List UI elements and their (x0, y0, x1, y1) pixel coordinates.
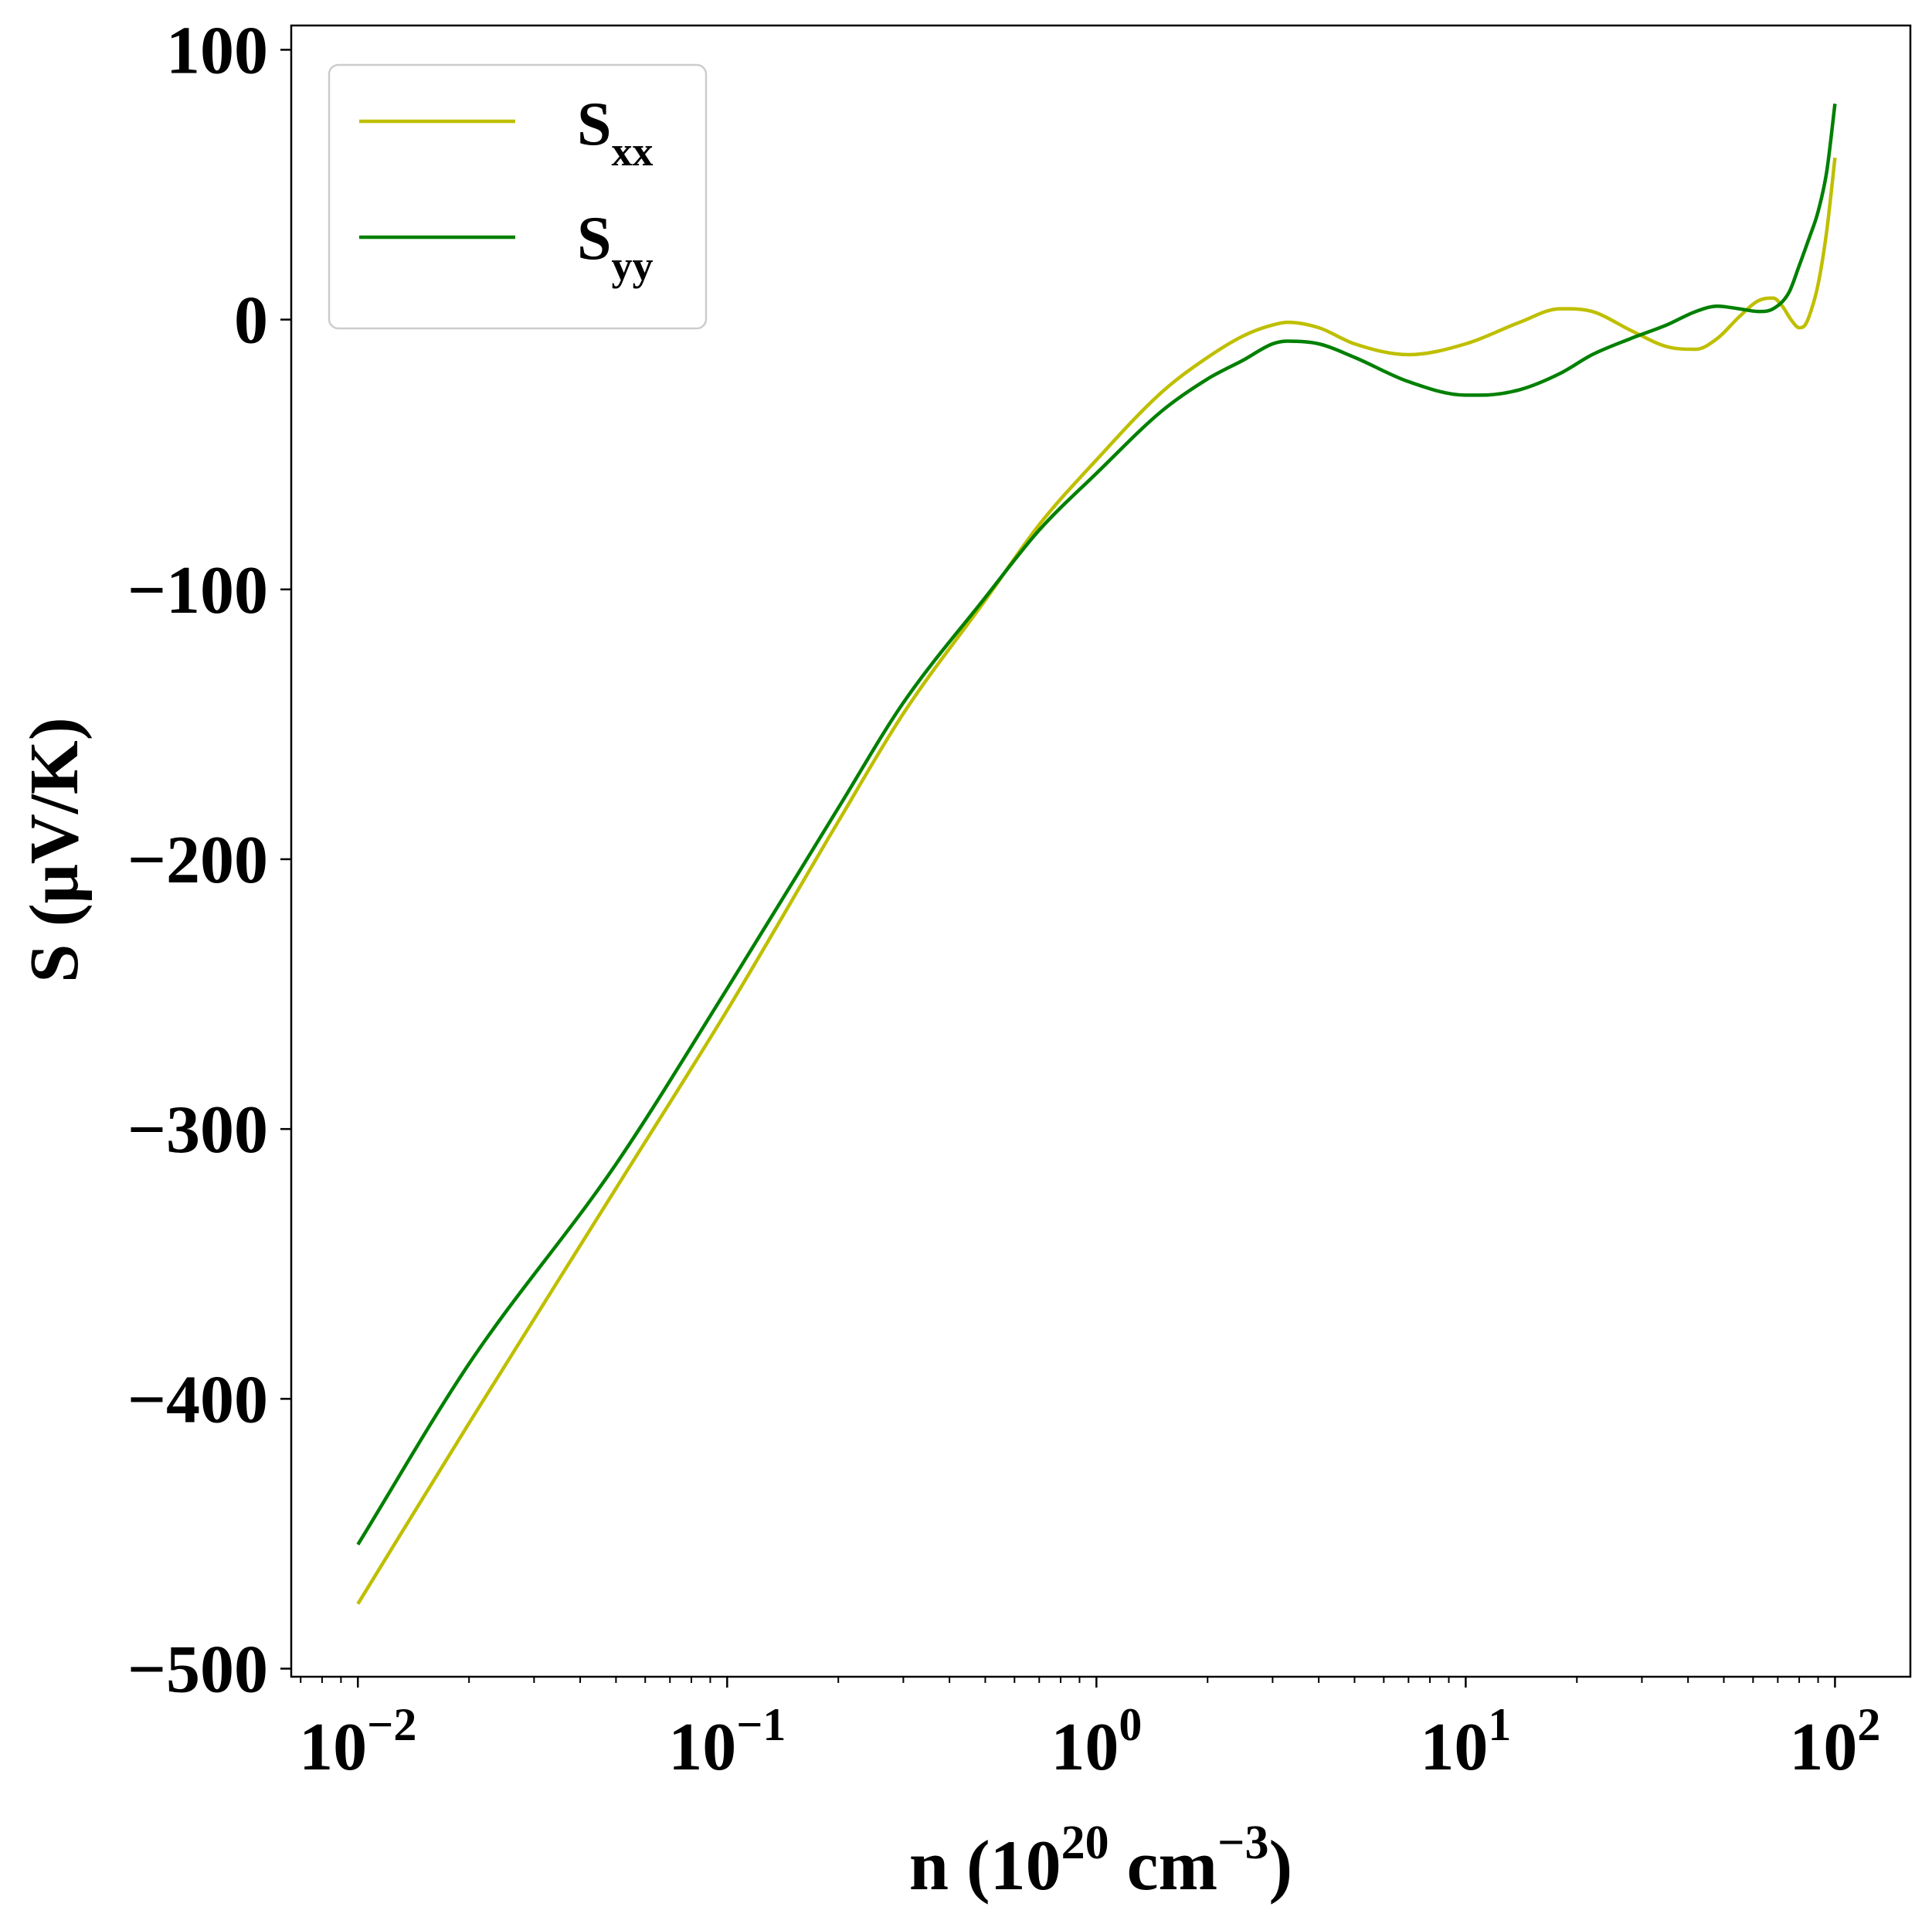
series-layer (356, 104, 1837, 1605)
y-tick-label: −300 (127, 1093, 268, 1168)
plot-frame (290, 24, 1912, 1678)
x-tick-label: 100 (1051, 1699, 1142, 1785)
x-axis: 10−2 10−1 100 101 102 (299, 1677, 1880, 1785)
x-axis-label: n (1020 cm−3) (909, 1817, 1292, 1905)
legend-box (328, 63, 708, 330)
y-tick-label: −100 (127, 553, 268, 628)
y-tick-label: 0 (234, 284, 268, 359)
x-tick-label: 101 (1420, 1699, 1511, 1785)
series-line-sxx (356, 157, 1837, 1605)
y-axis-label: S (μV/K) (16, 717, 93, 983)
legend: Sxx Syy (328, 63, 708, 330)
series-line-syy (356, 104, 1837, 1546)
y-tick-label: −500 (127, 1633, 268, 1708)
x-tick-label: 102 (1789, 1699, 1880, 1785)
y-tick-label: 100 (166, 13, 268, 88)
y-tick-label: −400 (127, 1362, 268, 1437)
x-tick-label: 10−1 (668, 1699, 786, 1785)
x-tick-label: 10−2 (299, 1699, 416, 1785)
y-tick-label: −200 (127, 823, 268, 898)
y-axis: 100 0 −100 −200 −300 −400 −500 (127, 13, 291, 1708)
legend-label-syy: Syy (577, 205, 654, 289)
legend-label-sxx: Sxx (577, 90, 654, 175)
